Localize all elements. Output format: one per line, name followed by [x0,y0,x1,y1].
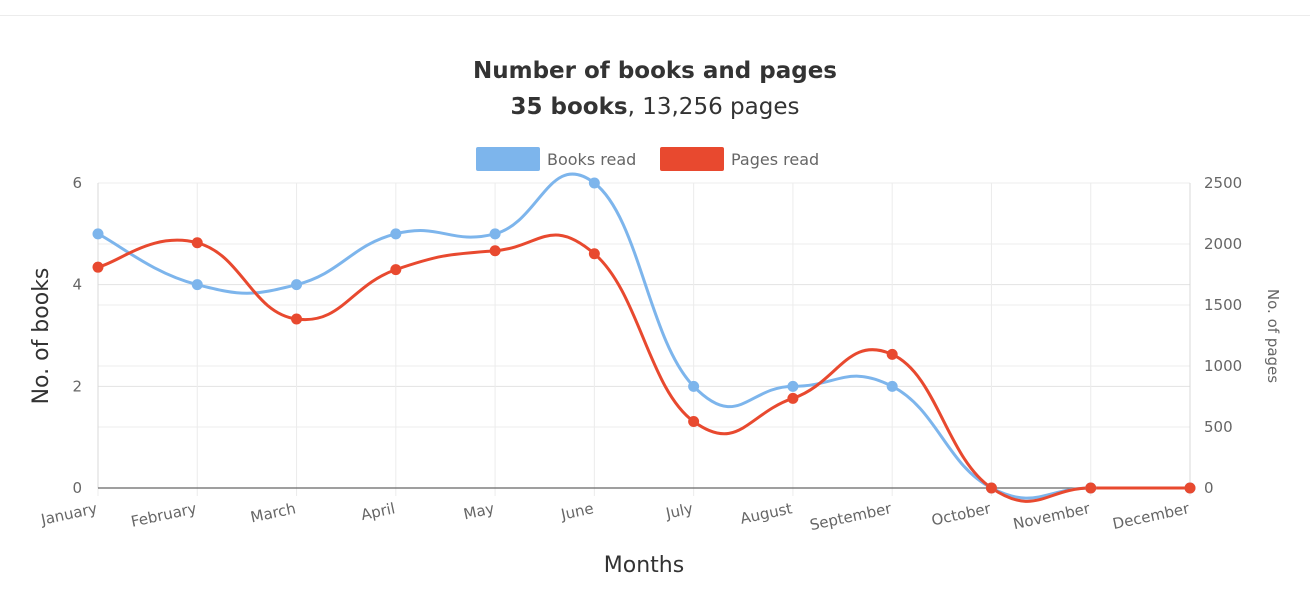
data-point-books[interactable] [191,279,203,291]
y2-tick-label: 1000 [1204,357,1242,375]
legend-label-books: Books read [547,150,636,169]
data-point-pages[interactable] [92,261,104,273]
data-point-pages[interactable] [886,348,898,360]
data-point-pages[interactable] [787,392,799,404]
y-tick-label: 4 [72,276,82,294]
y2-tick-label: 0 [1204,479,1214,497]
legend-item-books[interactable]: Books read [476,147,636,171]
legend: Books read Pages read [476,147,819,171]
y2-tick-label: 1500 [1204,296,1242,314]
y2-tick-label: 500 [1204,418,1233,436]
x-axis-title: Months [604,553,684,578]
data-point-books[interactable] [787,380,799,392]
series-lines [97,172,1190,503]
x-tick-label: November [1011,499,1092,533]
data-point-books[interactable] [688,380,700,392]
data-point-pages[interactable] [588,248,600,260]
data-point-pages[interactable] [390,264,402,276]
data-point-books[interactable] [588,177,600,189]
legend-item-pages[interactable]: Pages read [660,147,819,171]
x-tick-label: September [808,499,894,534]
series-line-pages [97,233,1190,503]
y-tick-label: 0 [72,479,82,497]
subtitle-book-count: 35 books [511,94,628,120]
y2-tick-label: 2000 [1204,235,1242,253]
data-point-pages[interactable] [291,313,303,325]
tick-labels: 0 2 4 6 0 500 1000 1500 2000 2500 January February M… [38,174,1242,534]
data-point-pages[interactable] [985,482,997,494]
x-tick-label: July [663,499,694,522]
legend-label-pages: Pages read [731,150,819,169]
legend-swatch-books [476,147,540,171]
data-point-books[interactable] [291,279,303,291]
x-tick-label: October [930,499,993,529]
y2-tick-label: 2500 [1204,174,1242,192]
x-tick-label: December [1111,499,1192,533]
data-point-books[interactable] [390,228,402,240]
x-tick-label: June [559,499,596,524]
top-divider [0,15,1310,16]
axes [97,183,1191,489]
data-point-books[interactable] [886,380,898,392]
data-point-pages[interactable] [191,237,203,249]
x-tick-label: August [739,499,794,528]
x-tick-label: January [38,499,98,529]
x-tick-label: May [462,499,496,523]
x-tick-label: February [129,499,198,530]
subtitle-page-count: , 13,256 pages [628,94,800,120]
data-point-books[interactable] [489,228,501,240]
y2-axis-title: No. of pages [1264,289,1282,383]
chart-subtitle: 35 books, 13,256 pages [511,94,800,120]
x-tick-label: March [249,499,297,526]
chart-title: Number of books and pages [473,58,837,84]
data-point-pages[interactable] [688,416,700,428]
data-point-pages[interactable] [1184,482,1196,494]
data-point-pages[interactable] [489,245,501,257]
x-tick-label: April [359,499,396,524]
data-point-pages[interactable] [1085,482,1097,494]
legend-swatch-pages [660,147,724,171]
data-point-books[interactable] [92,228,104,240]
series-points [92,177,1196,494]
y-tick-label: 6 [72,174,82,192]
y-axis-title: No. of books [29,268,54,405]
y-tick-label: 2 [72,377,82,395]
